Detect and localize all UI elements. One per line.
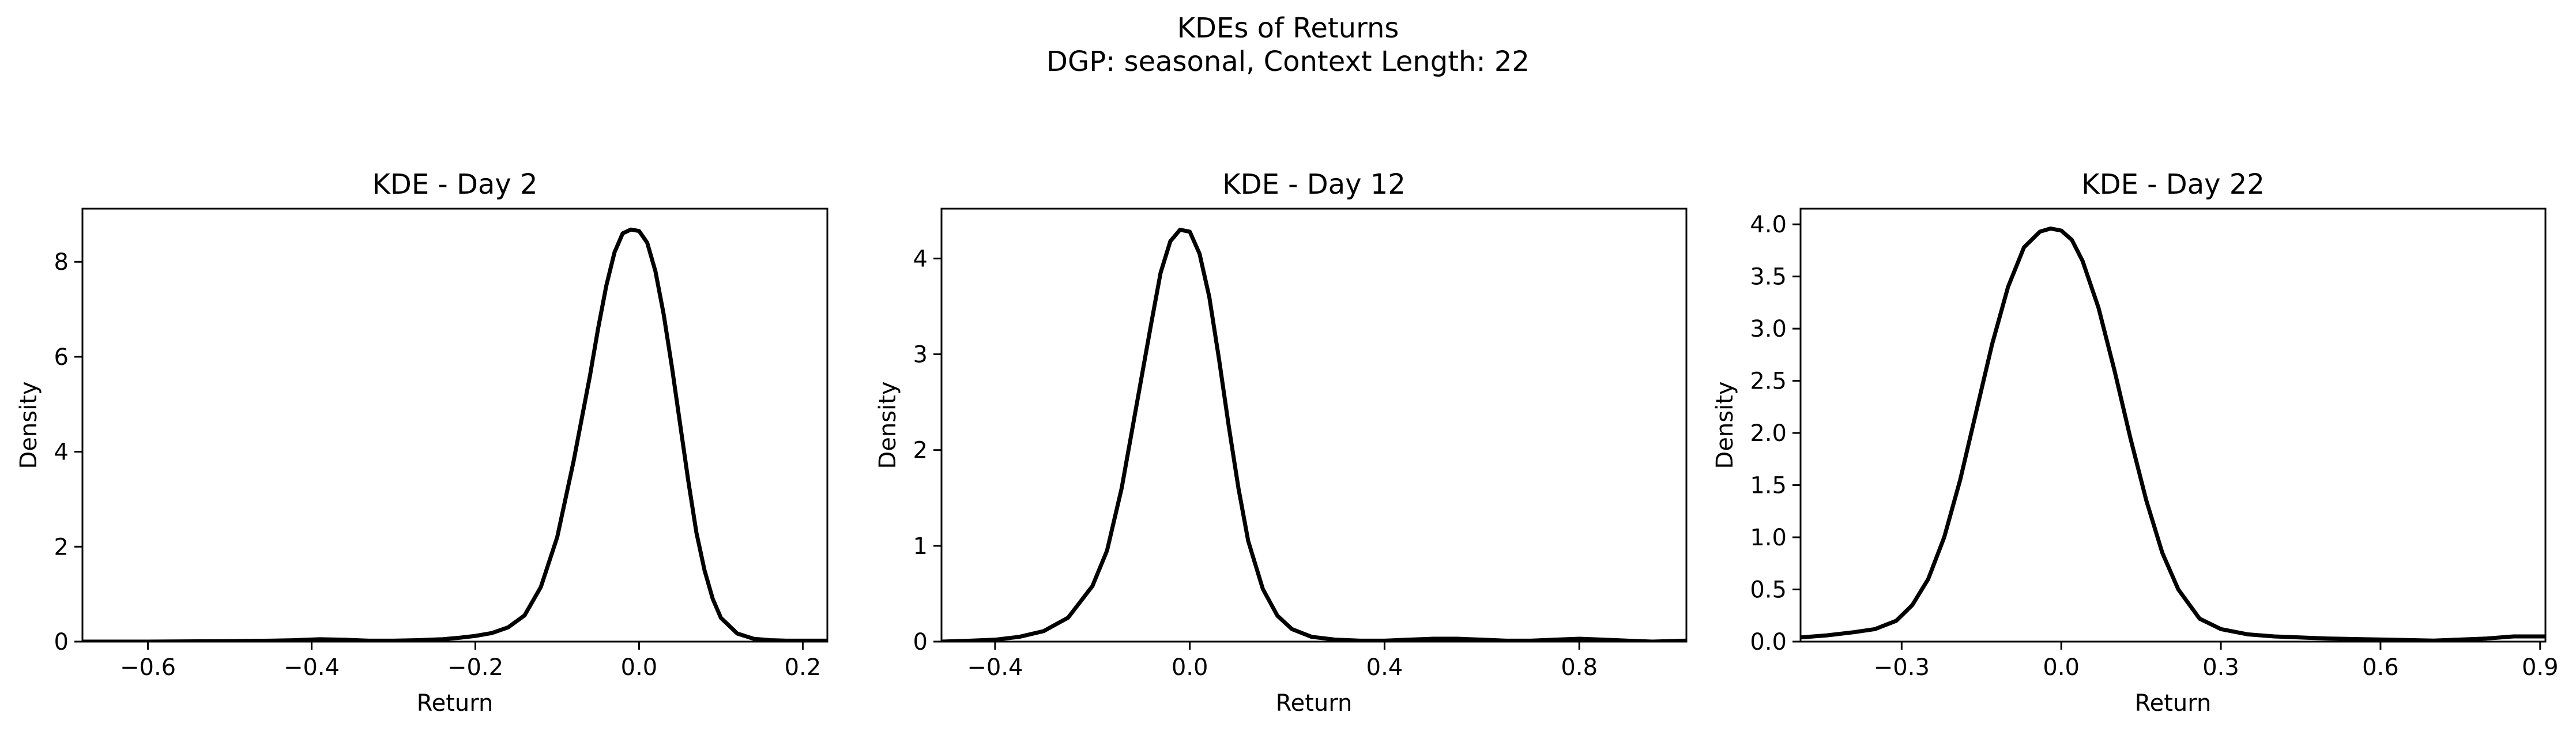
y-tick-label: 4 <box>913 246 928 272</box>
subplot-3: −0.3 0.0 0.3 0.6 0.9 0.0 0.5 1.0 1.5 2.0 2.5 3.0 3.5… <box>1712 168 2559 717</box>
y-tick-label: 3.5 <box>1750 264 1787 291</box>
x-axis-label: Return <box>2135 690 2212 717</box>
subplot-title: KDE - Day 12 <box>1222 168 1406 201</box>
x-tick-label: −0.3 <box>1874 654 1930 681</box>
y-tick-label: 8 <box>54 249 69 276</box>
subplot-1: −0.6 −0.4 −0.2 0.0 0.2 0 2 4 6 8 KDE - Day 2 Return… <box>16 168 828 717</box>
figure-subtitle: DGP: seasonal, Context Length: 22 <box>1046 46 1530 78</box>
y-tick-label: 2 <box>54 534 69 560</box>
subplot-2: −0.4 0.0 0.4 0.8 0 1 2 3 4 KDE - Day 12 Return Dens… <box>875 168 1688 717</box>
y-tick-label: 2 <box>913 438 928 464</box>
subplot-title: KDE - Day 22 <box>2081 168 2265 201</box>
x-tick-label: 0.0 <box>1172 654 1208 681</box>
kde-curve-3-1 <box>1801 226 2545 642</box>
x-tick-label: 0.2 <box>785 654 822 681</box>
x-tick-label: 0.8 <box>1561 654 1598 681</box>
kde-curve-1-1 <box>82 227 827 642</box>
y-tick-label: 4.0 <box>1750 212 1787 238</box>
axes-frame-1 <box>81 208 828 643</box>
axes-frame-2 <box>940 208 1688 643</box>
y-tick-label: 3.0 <box>1750 316 1787 342</box>
x-axis-label: Return <box>1276 690 1353 717</box>
figure-title-block: KDEs of Returns DGP: seasonal, Context L… <box>0 12 2576 78</box>
x-tick-label: 0.0 <box>621 654 658 681</box>
y-tick-label: 1 <box>913 533 928 560</box>
axes-frame-3 <box>1799 208 2547 643</box>
x-tick-label: 0.6 <box>2362 654 2399 681</box>
y-tick-label: 1.5 <box>1750 473 1787 499</box>
x-tick-label: −0.4 <box>967 654 1023 681</box>
y-tick-label: 1.0 <box>1750 525 1787 551</box>
y-tick-label: 0.0 <box>1750 629 1787 655</box>
x-axis-label: Return <box>417 690 494 717</box>
y-axis-label: Density <box>875 381 901 469</box>
x-tick-label: 0.3 <box>2202 654 2239 681</box>
y-tick-label: 2.5 <box>1750 368 1787 395</box>
y-tick-label: 4 <box>54 439 69 466</box>
x-tick-label: −0.2 <box>447 654 503 681</box>
y-tick-label: 2.0 <box>1750 420 1787 447</box>
y-tick-label: 0.5 <box>1750 577 1787 604</box>
x-tick-label: 0.9 <box>2522 654 2559 681</box>
y-axis-label: Density <box>1712 381 1738 469</box>
x-tick-label: 0.0 <box>2043 654 2080 681</box>
y-tick-label: 0 <box>913 629 928 655</box>
x-tick-label: −0.6 <box>120 654 176 681</box>
y-tick-label: 6 <box>54 344 69 371</box>
y-tick-label: 3 <box>913 342 928 368</box>
y-tick-label: 0 <box>54 629 69 655</box>
figure-title: KDEs of Returns <box>1177 12 1399 44</box>
subplot-title: KDE - Day 2 <box>372 168 537 201</box>
y-axis-label: Density <box>16 381 42 469</box>
x-tick-label: 0.4 <box>1366 654 1403 681</box>
x-tick-label: −0.4 <box>284 654 340 681</box>
kde-curve-2-1 <box>941 228 1686 642</box>
